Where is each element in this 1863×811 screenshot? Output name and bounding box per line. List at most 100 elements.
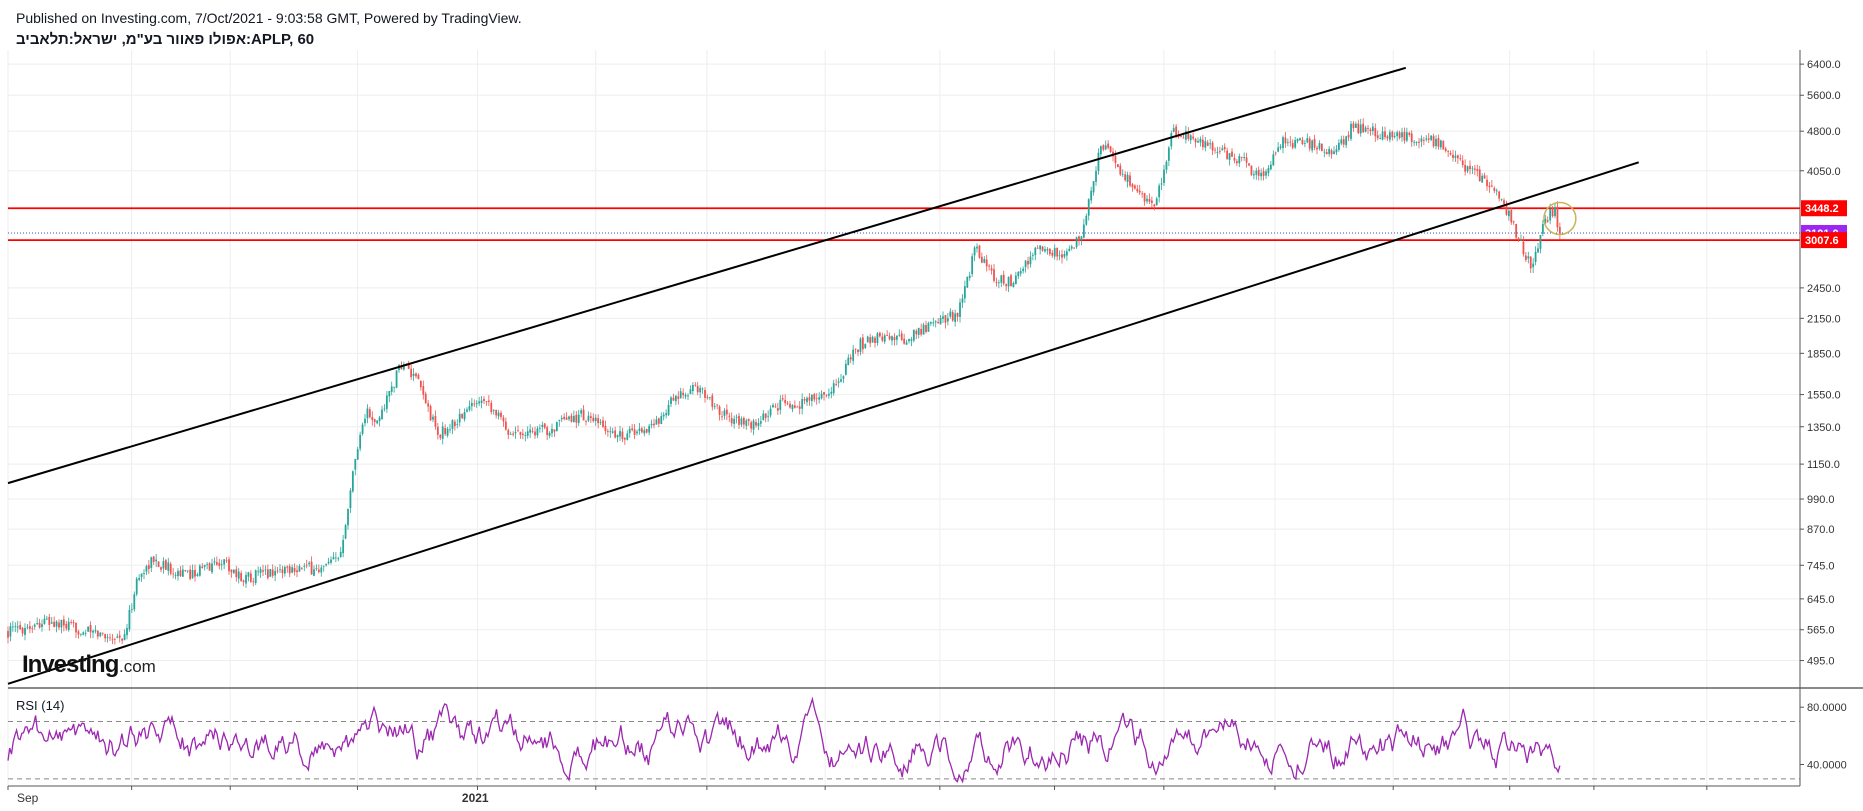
candle-body [446,428,449,436]
candle-body [89,625,92,633]
grid-layer [7,50,1800,786]
candle-body [181,569,184,577]
candle-body [925,325,927,332]
candle-body [798,406,801,409]
candle-body [1199,138,1202,143]
candle-body [361,424,364,434]
candle-body [1012,282,1015,287]
candle-body [682,392,685,396]
candle-body [1272,154,1275,166]
price-axis: 6400.0 5600.0 4800.0 4050.0 2450.0 2150.0 1850… [1799,50,1841,786]
candle-body [1248,163,1250,166]
candle-body [1527,256,1530,259]
candle-body [169,563,172,574]
candle-body [512,433,515,435]
candle-body [723,410,726,416]
price-tick-label: 565.0 [1807,625,1835,637]
candle-body [1265,171,1267,176]
price-tick-label: 1350.0 [1807,422,1841,434]
price-tick-label: 990.0 [1807,494,1835,506]
rsi-panel: 80.0000 40.0000 RSI (14) [7,687,1863,784]
candle-body [837,381,840,383]
candle-body [716,404,719,406]
candle-body [429,405,432,421]
candle-body [1129,175,1131,186]
candle-body [514,432,517,434]
candle-body [1282,137,1284,149]
candle-body [648,425,651,433]
candle-body [347,509,349,526]
candle-body [1532,263,1535,268]
candle-body [1005,284,1008,287]
candle-body [1238,156,1241,164]
price-tick-label: 5600.0 [1807,90,1841,102]
candle-body [1439,140,1442,148]
candle-body [1558,226,1561,236]
candle-body [1534,251,1537,262]
candle-body [793,405,796,408]
candle-body [456,424,459,425]
candle-body [502,417,505,422]
candle-body [565,417,568,420]
candle-body [264,569,267,571]
candle-body [874,337,876,343]
candle-body [220,564,223,566]
candle-body [1320,143,1323,152]
time-tick-label: 2021 [462,791,489,805]
candle-body [1398,132,1401,138]
candle-body [733,418,736,425]
highlight-circle [1543,201,1577,236]
candle-body [1364,127,1367,132]
candle-body [1000,275,1003,283]
candle-body [1277,147,1280,152]
price-label: 3007.6 [1801,232,1847,249]
candle-body [689,389,692,394]
candle-body [1529,256,1532,269]
candle-body [1318,143,1321,149]
candle-body [359,434,362,449]
candle-body [1163,169,1165,183]
candle-body [441,426,444,439]
price-tick-label: 6400.0 [1807,59,1841,71]
candle-body [1158,185,1161,198]
candle-body [1541,224,1544,234]
candle-body [1328,148,1331,155]
candle-body [296,570,298,573]
candle-body [281,569,284,574]
candle-body [1022,268,1025,272]
candle-body [1505,204,1508,215]
time-tick-label: Sep [17,791,39,805]
price-tick-label: 645.0 [1807,594,1835,606]
candle-body [286,566,289,568]
candle-body [852,349,855,361]
candle-body [1252,174,1255,176]
candle-body [1345,136,1348,146]
price-tick-label: 2150.0 [1807,313,1841,325]
candle-body [160,567,162,570]
candle-body [704,389,706,398]
candle-body [674,395,677,402]
candle-body [1107,143,1110,148]
candle-body [864,343,867,348]
trend-lines [7,66,1640,685]
candle-body [997,282,1000,284]
candle-body [1226,150,1229,160]
candle-body [742,417,745,425]
candle-body [1269,164,1272,170]
candle-body [995,282,998,284]
logo-suffix: .com [119,657,156,676]
candle-body [582,409,585,421]
candle-body [332,557,335,560]
candle-body [827,393,830,396]
candle-body [1002,274,1005,284]
candle-body [123,634,126,641]
trend-line [7,161,1640,685]
candle-body [1133,185,1136,189]
candle-body [242,580,245,583]
price-label: 3448.2 [1801,200,1847,217]
investing-logo: Investing .com [22,651,156,678]
candle-body [779,399,782,410]
candle-body [585,421,587,422]
candle-body [376,420,379,424]
